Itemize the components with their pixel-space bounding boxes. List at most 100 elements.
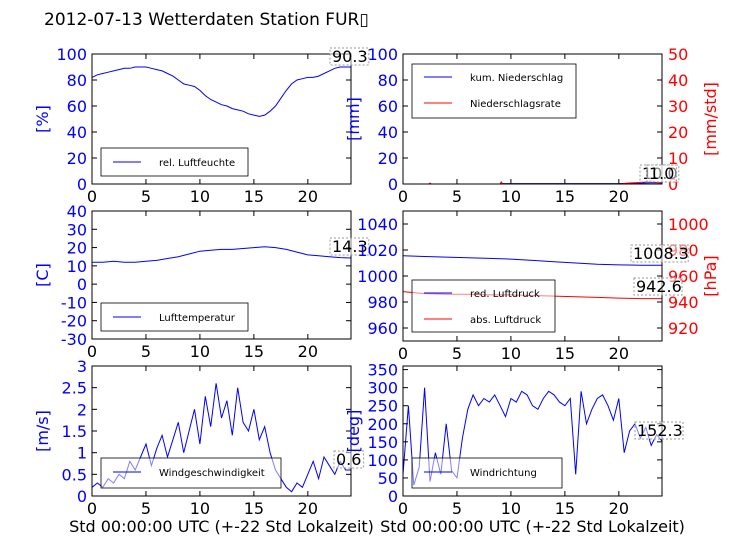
y-tick-label: 3 [77, 357, 87, 376]
x-tick-label: 15 [244, 342, 264, 361]
annotation-box [646, 164, 678, 183]
x-tick-label: 5 [452, 187, 462, 206]
x-tick-label: 15 [244, 499, 264, 518]
series-line-lufttemperatur [92, 246, 352, 263]
x-tick-label: 10 [501, 187, 521, 206]
legend-entry: Windgeschwindigkeit [159, 468, 265, 479]
x-tick-label: 20 [609, 344, 629, 363]
x-tick-label: 0 [398, 187, 408, 206]
x-tick-label: 10 [190, 499, 210, 518]
y-tick-label: 20 [67, 239, 87, 258]
y-tick-label-right: 50 [668, 45, 688, 64]
x-tick-label: 0 [398, 344, 408, 363]
x-tick-label: 0 [87, 187, 97, 206]
y-tick-label: 100 [56, 45, 87, 64]
x-tick-label: 15 [555, 499, 575, 518]
x-tick-label: 0 [87, 499, 97, 518]
y-tick-label: 2.5 [62, 379, 87, 398]
y-tick-label: 60 [378, 97, 398, 116]
chart-temperature: 0 5 10 15 20-30-20-10010203040[C]Lufttempera… [33, 202, 370, 361]
legend: Windgeschwindigkeit [100, 457, 282, 489]
plot-frame [402, 53, 663, 185]
legend-entry: Niederschlagsrate [470, 99, 561, 110]
y-tick-label-right: 10 [668, 149, 688, 168]
y-tick-label: -30 [61, 330, 87, 349]
y-tick-label: 80 [378, 71, 398, 90]
legend: kum. Niederschlag Niederschlagsrate [411, 63, 577, 119]
x-tick-label: 15 [555, 344, 575, 363]
y-tick-label: -20 [61, 312, 87, 331]
x-tick-label: 15 [555, 187, 575, 206]
legend-box [411, 457, 563, 489]
x-tick-label: 10 [501, 344, 521, 363]
annotation-box [630, 244, 689, 263]
x-tick-label: 20 [298, 342, 318, 361]
y-tick-label: 100 [367, 451, 398, 470]
last-value-annotation: 90.3 [332, 47, 368, 66]
series-line-rel-luftfeuchte [91, 66, 351, 117]
legend: red. Luftdruck abs. Luftdruck [411, 279, 556, 333]
series-line-windrichtung [402, 387, 663, 486]
x-axis-label: Std 00:00:00 UTC (+-22 Std Lokalzeit) [380, 517, 685, 536]
last-value-annotation: 1008.3 [633, 244, 689, 263]
legend-entry: rel. Luftfeuchte [159, 158, 235, 169]
last-value-annotation-2: 942.6 [636, 277, 682, 296]
legend-box [411, 279, 556, 333]
y-tick-label: 100 [367, 45, 398, 64]
x-tick-label: 5 [452, 344, 462, 363]
y-tick-label: 40 [378, 123, 398, 142]
y-tick-label-right: 0 [668, 175, 678, 194]
y-tick-label: 960 [367, 319, 398, 338]
legend-entry: Windrichtung [470, 468, 537, 479]
x-axis-label: Std 00:00:00 UTC (+-22 Std Lokalzeit) [69, 517, 374, 536]
annotation-box [634, 421, 684, 440]
x-tick-label: 0 [87, 342, 97, 361]
page-title: 2012-07-13 Wetterdaten Station FUR▯ [44, 10, 369, 30]
x-tick-label: 15 [244, 187, 264, 206]
y-tick-label: 50 [378, 469, 398, 488]
y-tick-label: 0 [388, 487, 398, 506]
x-tick-label: 10 [190, 342, 210, 361]
y-tick-label: 1020 [357, 241, 398, 260]
annotation-box [633, 277, 683, 296]
y-tick-label: 1.5 [62, 422, 87, 441]
y-tick-label-right: 1000 [668, 215, 709, 234]
y-tick-label: 150 [367, 433, 398, 452]
y-tick-label: 1040 [357, 215, 398, 234]
y-axis-label: [%] [33, 105, 52, 133]
y-tick-label: 30 [67, 220, 87, 239]
y-axis-label: [deg] [344, 410, 363, 453]
legend-entry: kum. Niederschlag [470, 73, 563, 84]
x-tick-label: 10 [190, 187, 210, 206]
y-tick-label: 60 [67, 97, 87, 116]
x-tick-label: 20 [609, 187, 629, 206]
y-tick-label: 0 [77, 175, 87, 194]
x-tick-label: 5 [452, 499, 462, 518]
x-tick-label: 5 [141, 342, 151, 361]
chart-pressure: 0510152096098010001020104092094096098010… [357, 210, 720, 363]
annotation-box [329, 237, 370, 256]
annotation-box [333, 450, 365, 469]
last-value-annotation-2: 1.0 [649, 164, 674, 183]
plot-frame [91, 53, 352, 185]
y-tick-label: 10 [67, 257, 87, 276]
legend-entry: abs. Luftdruck [470, 315, 541, 326]
x-tick-label: 20 [298, 187, 318, 206]
y-tick-label: 0 [77, 275, 87, 294]
legend: rel. Luftfeuchte [100, 147, 249, 177]
y-tick-label-right: 20 [668, 123, 688, 142]
y-axis-label: [C] [33, 263, 52, 287]
y-tick-label: 350 [367, 361, 398, 380]
y-tick-label: -10 [61, 293, 87, 312]
last-value-annotation: 0.6 [336, 450, 361, 469]
y-tick-label-right: 40 [668, 71, 688, 90]
y-tick-label: 1 [77, 444, 87, 463]
y-tick-label: 2 [77, 400, 87, 419]
y-tick-label-right: 940 [668, 293, 699, 312]
x-tick-label: 20 [609, 499, 629, 518]
